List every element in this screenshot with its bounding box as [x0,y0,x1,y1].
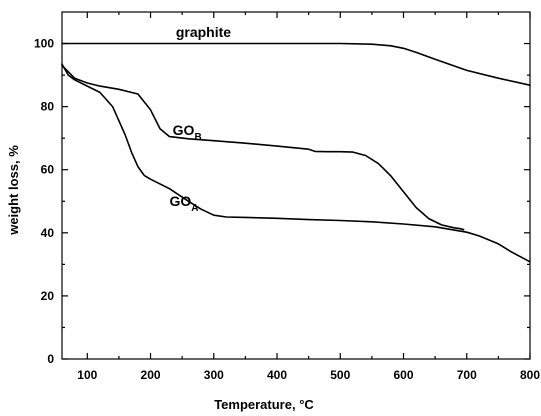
series-label-graphite: graphite [176,24,231,40]
series-line-gob [61,64,465,231]
x-tick-label: 300 [204,368,224,382]
series-lines [61,42,531,263]
y-tick-label: 60 [41,163,55,177]
y-tick-label: 100 [34,37,54,51]
series-line-goa [61,63,531,263]
x-tick-label: 600 [393,368,413,382]
y-tick-label: 80 [41,100,55,114]
plot-frame [61,11,531,360]
x-tick-label: 400 [267,368,287,382]
series-labels: graphite GOB GOA [170,24,232,214]
x-tick-label: 200 [141,368,161,382]
series-label-goa: GOA [170,193,199,214]
y-tick-label: 20 [41,289,55,303]
x-tick-label: 700 [457,368,477,382]
y-tick-label: 40 [41,226,55,240]
series-label-gob: GOB [173,122,202,143]
x-axis-ticks: 100 200 300 400 500 600 700 800 [77,12,540,382]
series-line-graphite [61,42,531,86]
y-axis-label: weight loss, % [6,145,21,236]
x-tick-label: 800 [520,368,540,382]
y-axis-ticks: 0 20 40 60 80 100 [34,37,530,366]
x-tick-label: 100 [77,368,97,382]
x-tick-label: 500 [330,368,350,382]
x-axis-label: Temperature, °C [214,397,314,412]
y-tick-label: 0 [47,352,54,366]
